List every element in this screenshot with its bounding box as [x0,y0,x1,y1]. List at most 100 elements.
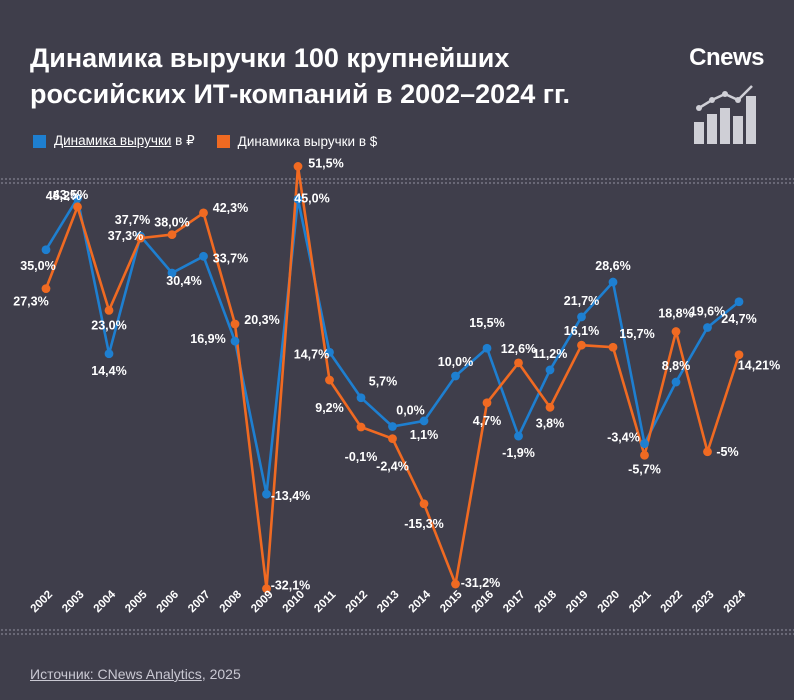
data-point-usd [167,230,177,240]
data-label-usd: 42,3% [213,201,248,215]
data-point-usd [671,327,681,336]
data-label-usd: 12,6% [501,342,536,356]
source-name[interactable]: CNews Analytics [97,666,202,682]
data-label-rub: 28,6% [595,259,630,273]
x-tick-label: 2006 [155,589,182,616]
data-point-rub [734,297,744,307]
data-point-rub [514,431,523,441]
x-tick-label: 2013 [375,589,402,616]
data-point-usd [514,358,523,368]
legend-suffix-rub: в ₽ [171,133,195,148]
data-label-rub: 21,7% [564,294,599,308]
x-tick-label: 2024 [722,588,749,615]
data-point-rub [293,194,303,204]
legend-swatch-rub [33,134,46,148]
data-label-usd: -15,3% [404,517,444,531]
data-point-rub [608,277,618,287]
brand-text: Cnews [689,44,764,71]
data-label-usd: 20,3% [244,313,279,327]
cnews-logo[interactable]: Cnews [689,44,764,72]
data-label-rub: 15,5% [469,316,504,330]
data-point-usd [325,375,334,385]
data-point-rub [545,365,555,375]
data-point-rub [419,416,429,426]
data-label-rub: 14,7% [294,347,329,361]
x-tick-label: 2016 [470,589,497,616]
data-point-usd [199,208,208,218]
data-label-usd: 37,3% [108,229,143,243]
data-point-rub [356,393,366,403]
data-label-usd: -5,7% [628,462,661,476]
source-note: Источник: CNews Analytics, 2025 [30,666,241,682]
data-label-usd: 18,8% [658,307,693,321]
data-point-usd [230,319,240,329]
dotted-divider-top [0,177,794,185]
data-point-rub [104,349,114,359]
data-point-usd [545,402,555,412]
source-year: , 2025 [201,666,241,682]
data-point-usd [482,398,492,408]
data-point-rub [482,343,492,353]
data-label-usd: 38,0% [154,216,189,230]
data-label-rub: -13,4% [271,489,311,503]
data-point-rub [262,489,271,499]
data-point-rub [451,371,460,381]
data-label-rub: 16,9% [190,332,225,346]
x-tick-label: 2023 [690,589,717,616]
data-point-usd [608,342,618,352]
x-tick-label: 2021 [627,588,654,615]
data-label-rub: 35,0% [20,259,55,273]
title-line-1: Динамика выручки 100 крупнейших [30,43,510,73]
data-point-rub [577,312,586,322]
x-tick-label: 2012 [344,589,371,616]
x-tick-label: 2017 [501,589,528,616]
title-line-2: российских ИТ-компаний в 2002–2024 гг. [30,79,571,109]
data-label-rub: -1,9% [502,446,535,460]
data-label-rub: 45,2% [46,189,81,203]
data-point-usd [734,350,744,360]
data-label-rub: 8,8% [662,359,691,373]
legend-item-rub[interactable]: Динамика выручки в ₽ [33,133,195,149]
source-link[interactable]: Источник: [30,666,98,682]
data-label-rub: 24,7% [721,312,756,326]
chart-title: Динамика выручки 100 крупнейших российск… [30,40,630,112]
data-point-usd [419,499,429,509]
data-label-rub: 11,2% [533,347,568,361]
data-label-rub: -3,4% [607,431,640,445]
line-chart: 35,0% 45,2% 14,4% 37,7% 30,4% 33,7% 16,9% -13,4… [13,156,780,616]
data-point-usd [577,340,586,350]
data-point-rub [230,336,240,346]
data-point-usd [293,162,303,171]
x-tick-label: 2011 [312,588,339,615]
data-point-rub [73,193,82,203]
data-label-rub: 33,7% [213,251,248,265]
data-label-usd: 3,8% [536,416,565,430]
series-line-rub [44,196,740,496]
legend-label-rub: Динамика выручки в ₽ [54,133,195,149]
x-tick-label: 2022 [659,589,686,616]
data-point-usd [356,422,366,432]
data-point-usd [703,447,712,457]
x-tick-label: 2007 [186,589,213,616]
x-tick-label: 2020 [596,589,623,616]
chart-legend: Динамика выручки в ₽ Динамика выручки в … [33,133,399,149]
data-label-usd: 43,5% [53,188,88,202]
data-label-rub: 19,6% [690,305,725,319]
data-point-rub [388,422,397,431]
x-tick-label: 2019 [564,589,591,616]
data-label-rub: 14,4% [91,364,126,378]
data-label-rub: 30,4% [166,274,201,288]
data-point-rub [703,323,712,332]
legend-item-usd[interactable]: Динамика выручки в $ [216,134,377,149]
x-tick-label: 2018 [533,588,560,615]
data-point-rub [671,377,681,387]
x-tick-label: 2002 [29,589,56,616]
data-point-usd [451,579,460,589]
legend-link-rub[interactable]: Динамика выручки [54,133,172,148]
data-label-usd: 15,7% [619,327,654,341]
data-label-usd: -5% [716,445,738,459]
data-point-rub [640,439,649,449]
x-tick-label: 2005 [123,588,150,615]
data-label-usd: 9,2% [315,401,344,415]
data-label-usd: 16,1% [564,324,599,338]
